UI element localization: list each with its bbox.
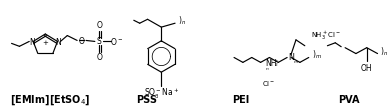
Text: PVA: PVA [338, 95, 360, 105]
Text: $)_n$: $)_n$ [178, 14, 186, 26]
Text: O: O [97, 21, 103, 30]
Text: PSS: PSS [136, 95, 157, 105]
Text: O$^-$: O$^-$ [110, 36, 123, 47]
Text: $)_m$: $)_m$ [312, 48, 321, 61]
Text: O: O [97, 53, 103, 62]
Text: N: N [56, 38, 61, 47]
Text: NH: NH [265, 59, 277, 68]
Text: NH$_3^+$Cl$^-$: NH$_3^+$Cl$^-$ [311, 30, 341, 42]
Text: N: N [288, 53, 294, 62]
Text: $)_n$: $)_n$ [381, 45, 388, 58]
Text: Cl$^-$: Cl$^-$ [262, 79, 275, 88]
Text: $_n$: $_n$ [265, 67, 270, 73]
Text: PEI: PEI [232, 95, 250, 105]
Text: SO$_3^-$Na$^+$: SO$_3^-$Na$^+$ [144, 87, 179, 101]
Text: O: O [79, 37, 85, 46]
Text: [EMIm][EtSO$_4$]: [EMIm][EtSO$_4$] [10, 93, 91, 107]
Text: OH: OH [361, 64, 372, 73]
Text: +: + [42, 40, 48, 46]
Text: N: N [29, 38, 35, 47]
Text: $_m$: $_m$ [293, 60, 299, 66]
Text: $_2^+$: $_2^+$ [274, 58, 280, 69]
Text: S: S [96, 37, 101, 46]
